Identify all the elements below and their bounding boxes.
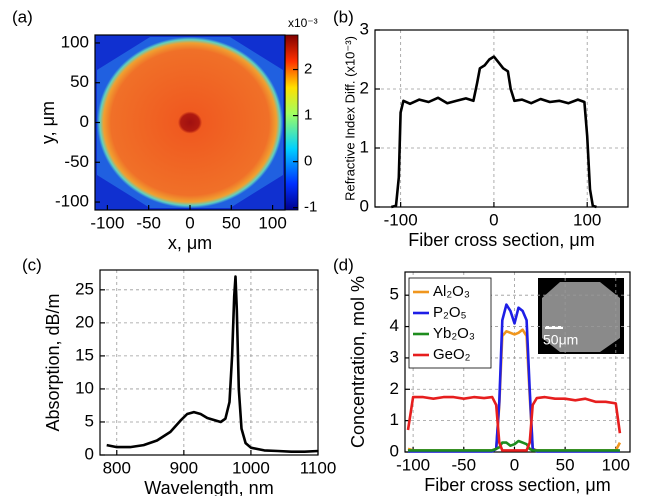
- y-tick-label: 10: [75, 378, 94, 397]
- panel-label: (d): [333, 255, 354, 274]
- y-tick-label: 0: [390, 441, 399, 460]
- x-tick-label: 50: [556, 455, 575, 474]
- colorbar-label: x10⁻³: [288, 16, 318, 30]
- data-line: [406, 395, 622, 452]
- x-axis-label: Fiber cross section, μm: [424, 475, 610, 495]
- data-line: [106, 275, 319, 453]
- plot-frame: [404, 271, 631, 453]
- inset-label: 50μm: [543, 332, 578, 348]
- colorbar-tick-label: 1: [304, 107, 312, 124]
- legend-label: Yb₂O₃: [433, 325, 475, 342]
- data-line: [408, 439, 620, 452]
- colorbar-tick-label: -1: [304, 199, 317, 216]
- y-tick-label: 2: [390, 379, 399, 398]
- x-axis-label: x, μm: [168, 233, 212, 253]
- x-tick-label: 0: [489, 210, 498, 229]
- y-tick-label: 5: [85, 411, 94, 430]
- x-tick-label: 100: [258, 213, 286, 232]
- y-tick-label: 5: [390, 285, 399, 304]
- legend-label: Al₂O₃: [433, 283, 470, 300]
- y-tick-label: 25: [75, 279, 94, 298]
- y-tick-label: 3: [360, 19, 369, 38]
- plot-frame: [99, 269, 319, 456]
- x-tick-label: 100: [602, 455, 630, 474]
- x-tick-label: 800: [103, 458, 131, 477]
- y-tick-label: 50: [70, 72, 89, 91]
- panel-label: (b): [333, 7, 354, 26]
- heatmap-image: [95, 35, 285, 210]
- colorbar-tick-label: 0: [304, 153, 312, 170]
- x-tick-label: -100: [90, 213, 124, 232]
- y-tick-label: 100: [61, 32, 89, 51]
- legend-label: P₂O₅: [433, 304, 467, 321]
- y-axis-label: Refractive Index Diff. (x10⁻³): [342, 36, 357, 201]
- y-tick-label: 3: [390, 347, 399, 366]
- x-tick-label: -100: [396, 455, 430, 474]
- y-tick-label: 0: [80, 112, 89, 131]
- y-axis-label: Concentration, mol %: [348, 276, 368, 448]
- y-axis-label: Absorption, dB/m: [43, 293, 63, 431]
- y-tick-label: -100: [55, 192, 89, 211]
- colorbar: [284, 34, 299, 211]
- y-tick-label: 15: [75, 345, 94, 364]
- x-tick-label: 100: [573, 210, 601, 229]
- panel-label: (a): [12, 7, 33, 26]
- x-tick-label: 900: [170, 458, 198, 477]
- plot-frame: [374, 29, 629, 208]
- x-axis-label: Wavelength, nm: [144, 478, 273, 496]
- y-tick-label: 20: [75, 312, 94, 331]
- y-tick-label: 0: [85, 444, 94, 463]
- plot-frame: [94, 34, 286, 211]
- x-axis-label: Fiber cross section, μm: [408, 230, 594, 250]
- y-tick-label: -50: [64, 152, 89, 171]
- inset: [538, 278, 624, 354]
- x-tick-label: 50: [222, 213, 241, 232]
- data-line: [390, 55, 597, 209]
- y-tick-label: 1: [360, 137, 369, 156]
- x-tick-label: -50: [136, 213, 161, 232]
- y-tick-label: 4: [390, 316, 399, 335]
- x-tick-label: -50: [451, 455, 476, 474]
- y-tick-label: 1: [390, 410, 399, 429]
- y-axis-label: y, μm: [38, 101, 58, 144]
- x-tick-label: 0: [185, 213, 194, 232]
- x-tick-label: -100: [384, 210, 418, 229]
- x-tick-label: 1000: [232, 458, 270, 477]
- y-tick-label: 0: [360, 196, 369, 215]
- legend-label: GeO₂: [433, 346, 471, 363]
- x-tick-label: 1100: [300, 458, 337, 477]
- panel-label: (c): [22, 255, 42, 274]
- colorbar-tick-label: 2: [304, 61, 312, 78]
- y-tick-label: 2: [360, 78, 369, 97]
- x-tick-label: 0: [510, 455, 519, 474]
